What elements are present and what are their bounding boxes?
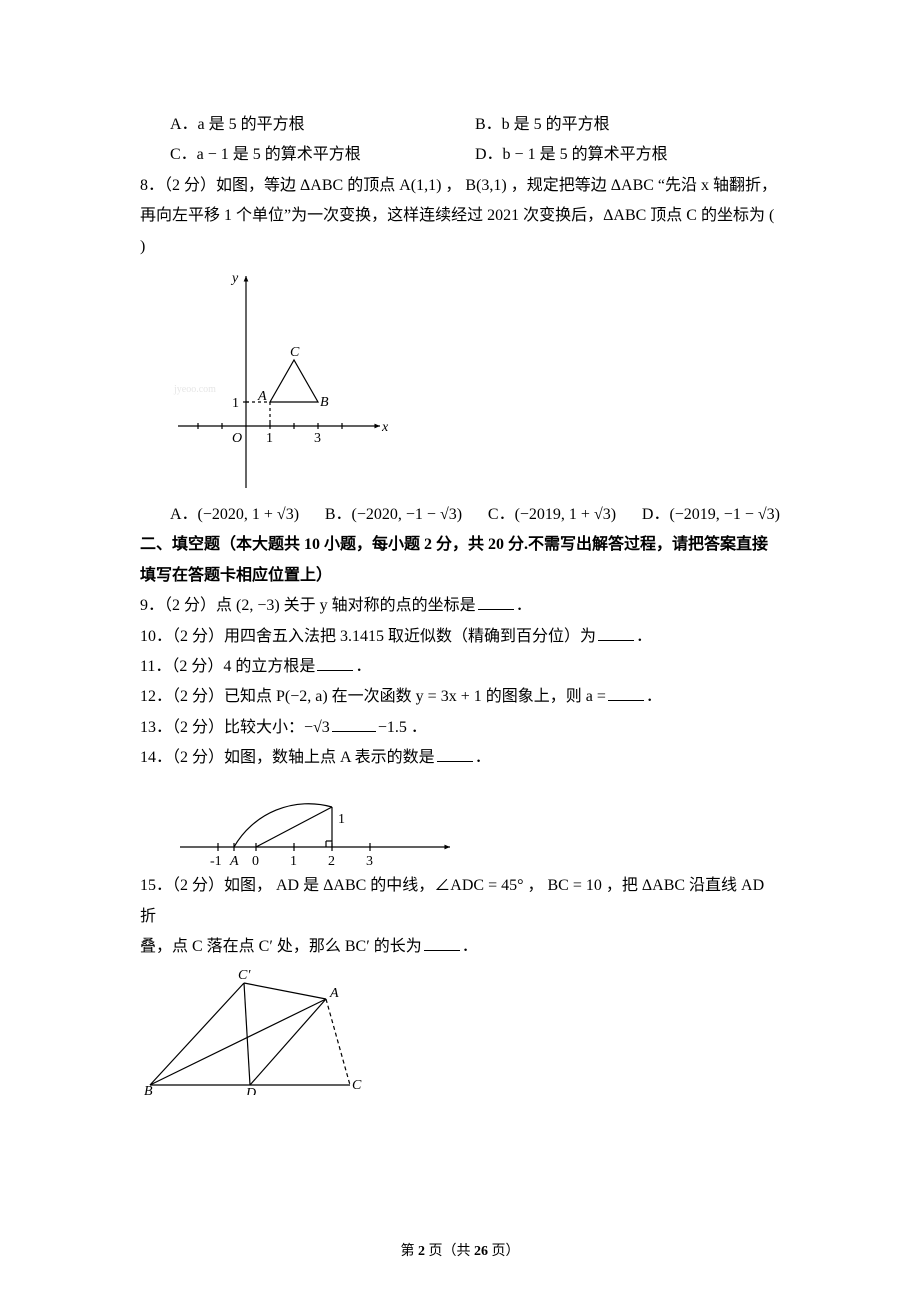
q7-opt-D-text: D．b − 1 是 5 的算术平方根 <box>475 146 668 163</box>
q15-line1: 15．（2 分）如图， AD 是 ΔABC 的中线，∠ADC = 45° ， B… <box>140 871 780 932</box>
svg-text:D: D <box>245 1086 256 1095</box>
q11-text: 11．（2 分）4 的立方根是 <box>140 658 315 675</box>
q14: 14．（2 分）如图，数轴上点 A 表示的数是 ． <box>140 743 780 773</box>
q14-end: ． <box>475 749 491 766</box>
q15-blank <box>424 936 460 951</box>
q8-opt-C: C．(−2019, 1 + √3) <box>488 500 616 530</box>
q9-text: 9．（2 分）点 (2, −3) 关于 y 轴对称的点的坐标是 <box>140 597 476 614</box>
svg-text:1: 1 <box>266 431 273 446</box>
q8-opt-A: A．(−2020, 1 + √3) <box>170 500 299 530</box>
q15-line2: 叠，点 C 落在点 C′ 处，那么 BC′ 的长为 ． <box>140 932 780 962</box>
svg-text:B: B <box>144 1084 153 1095</box>
q10: 10．（2 分）用四舍五入法把 3.1415 取近似数（精确到百分位）为 ． <box>140 622 780 652</box>
q13: 13．（2 分）比较大小：−√3 −1.5 ． <box>140 713 780 743</box>
svg-text:y: y <box>230 271 239 286</box>
svg-text:0: 0 <box>252 854 259 867</box>
q11: 11．（2 分）4 的立方根是 ． <box>140 652 780 682</box>
q10-blank <box>598 625 634 640</box>
svg-text:A: A <box>229 854 239 867</box>
svg-text:C: C <box>290 345 300 360</box>
svg-text:3: 3 <box>366 854 373 867</box>
q11-blank <box>317 656 353 671</box>
footer-mid: 页（共 <box>425 1244 474 1259</box>
q7-opt-C: C．a − 1 是 5 的算术平方根 <box>170 140 475 170</box>
footer-end: 页） <box>488 1244 520 1259</box>
footer-total: 26 <box>474 1244 488 1259</box>
q7-opt-A: A．a 是 5 的平方根 <box>170 110 475 140</box>
svg-text:B: B <box>320 395 329 410</box>
q7-opt-A-text: A．a 是 5 的平方根 <box>170 116 305 133</box>
svg-text:A: A <box>329 986 339 1001</box>
q7-opt-D: D．b − 1 是 5 的算术平方根 <box>475 140 780 170</box>
q7-opt-C-text: C．a − 1 是 5 的算术平方根 <box>170 146 361 163</box>
q8-opt-D: D．(−2019, −1 − √3) <box>642 500 780 530</box>
q14-figure: -1 A0 1 2 3 1 <box>170 777 780 867</box>
page: A．a 是 5 的平方根 B．b 是 5 的平方根 C．a − 1 是 5 的算… <box>0 0 920 1302</box>
svg-text:3: 3 <box>314 431 321 446</box>
q14-blank <box>437 747 473 762</box>
q10-text: 10．（2 分）用四舍五入法把 3.1415 取近似数（精确到百分位）为 <box>140 628 596 645</box>
section2-heading-l1: 二、填空题（本大题共 10 小题，每小题 2 分，共 20 分.不需写出解答过程… <box>140 530 780 560</box>
q15-figure-svg: B D C A C′ <box>140 967 370 1095</box>
q13-pre: 13．（2 分）比较大小：−√3 <box>140 719 330 736</box>
q9-blank <box>478 595 514 610</box>
footer-page: 2 <box>418 1244 425 1259</box>
q13-blank <box>332 716 376 731</box>
q15-l2-pre: 叠，点 C 落在点 C′ 处，那么 BC′ 的长为 <box>140 938 422 955</box>
svg-text:jyeoo.com: jyeoo.com <box>173 384 216 395</box>
svg-text:1: 1 <box>338 812 345 827</box>
q14-text: 14．（2 分）如图，数轴上点 A 表示的数是 <box>140 749 435 766</box>
q11-end: ． <box>355 658 371 675</box>
svg-text:C: C <box>352 1078 362 1093</box>
q8-stem-line3: ) <box>140 232 780 262</box>
q15-figure: B D C A C′ <box>140 967 780 1095</box>
q9: 9．（2 分）点 (2, −3) 关于 y 轴对称的点的坐标是 ． <box>140 591 780 621</box>
q12-end: ． <box>646 688 662 705</box>
q8-opt-B: B．(−2020, −1 − √3) <box>325 500 462 530</box>
svg-text:-1: -1 <box>210 854 222 867</box>
svg-text:O: O <box>232 431 242 446</box>
q8-stem-line1: 8．（2 分）如图，等边 ΔABC 的顶点 A(1,1) ， B(3,1) ，规… <box>140 171 780 201</box>
q12-blank <box>608 686 644 701</box>
q12: 12．（2 分）已知点 P(−2, a) 在一次函数 y = 3x + 1 的图… <box>140 682 780 712</box>
q7-options-row1: A．a 是 5 的平方根 B．b 是 5 的平方根 <box>140 110 780 140</box>
q7-options-row2: C．a − 1 是 5 的算术平方根 D．b − 1 是 5 的算术平方根 <box>140 140 780 170</box>
svg-text:x: x <box>381 420 389 435</box>
q7-opt-B: B．b 是 5 的平方根 <box>475 110 780 140</box>
q8-options: A．(−2020, 1 + √3) B．(−2020, −1 − √3) C．(… <box>140 500 780 530</box>
q10-end: ． <box>636 628 652 645</box>
svg-text:C′: C′ <box>238 968 251 983</box>
q8-figure: O 1 3 1 x y A B Cjyeoo.com <box>170 266 780 496</box>
section2-heading-l2: 填写在答题卡相应位置上） <box>140 561 780 591</box>
q15-l2-end: ． <box>462 938 478 955</box>
svg-text:2: 2 <box>328 854 335 867</box>
footer-pre: 第 <box>401 1244 419 1259</box>
svg-text:1: 1 <box>232 396 239 411</box>
q8-figure-svg: O 1 3 1 x y A B Cjyeoo.com <box>170 266 390 496</box>
q8-stem-line2: 再向左平移 1 个单位”为一次变换，这样连续经过 2021 次变换后，ΔABC … <box>140 201 780 231</box>
q13-post: −1.5 ． <box>378 719 427 736</box>
svg-text:1: 1 <box>290 854 297 867</box>
q12-text: 12．（2 分）已知点 P(−2, a) 在一次函数 y = 3x + 1 的图… <box>140 688 606 705</box>
q14-figure-svg: -1 A0 1 2 3 1 <box>170 777 460 867</box>
q9-end: ． <box>516 597 532 614</box>
svg-text:A: A <box>257 389 267 404</box>
page-footer: 第 2 页（共 26 页） <box>0 1239 920 1266</box>
q7-opt-B-text: B．b 是 5 的平方根 <box>475 116 610 133</box>
